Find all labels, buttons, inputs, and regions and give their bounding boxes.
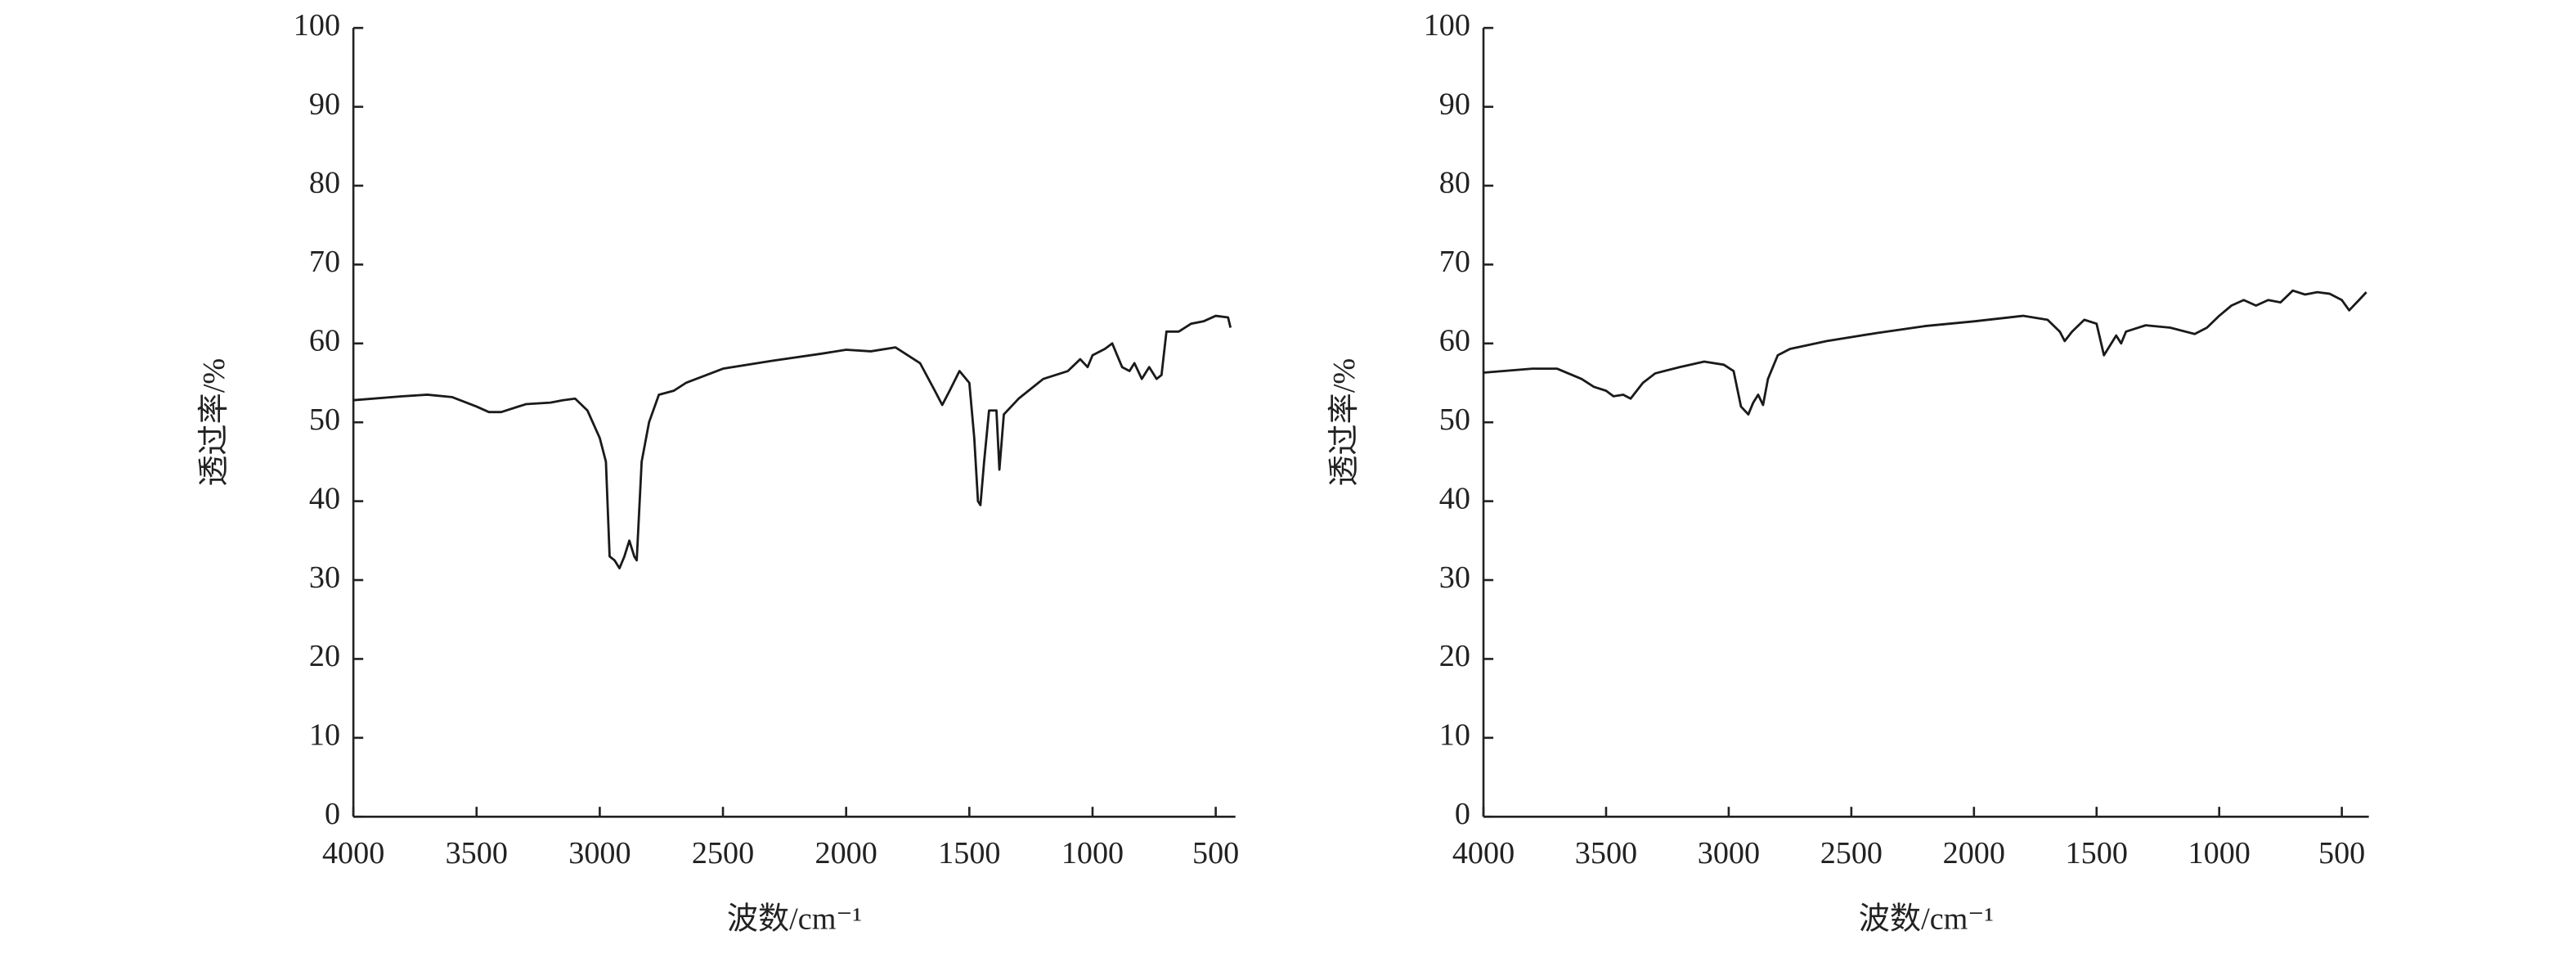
y-tick-label: 50 [309,403,340,437]
x-tick-label: 2500 [1820,836,1883,870]
x-tick-label: 500 [1192,836,1239,870]
x-axis-label: 波数/cm⁻¹ [727,902,862,937]
x-tick-label: 500 [2318,836,2365,870]
y-tick-label: 70 [309,245,340,279]
y-tick-label: 20 [1439,639,1470,673]
x-tick-label: 3000 [1698,836,1760,870]
x-tick-label: 1000 [1061,836,1124,870]
y-tick-label: 80 [1439,166,1470,200]
x-tick-label: 2000 [815,836,877,870]
y-tick-label: 90 [1439,87,1470,121]
y-tick-label: 80 [309,166,340,200]
y-tick-label: 70 [1439,245,1470,279]
plot: 0 10 20 30 40 50 60 70 80 90 100 4000 3500 3000 2500 20… [1326,8,2369,937]
x-tick-label: 3500 [446,836,508,870]
x-tick-label: 1000 [2188,836,2251,870]
y-tick-label: 100 [294,8,340,43]
y-tick-label: 40 [309,481,340,515]
spectrum-line [353,314,1232,569]
y-tick-label: 10 [309,718,340,753]
x-tick-label: 3500 [1575,836,1637,870]
x-tick-label: 4000 [322,836,384,870]
x-tick-label: 1500 [2066,836,2128,870]
y-tick-label: 60 [309,324,340,358]
y-tick-label: 50 [1439,403,1470,437]
y-tick-label: 100 [1424,8,1470,43]
x-tick-label: 3000 [568,836,631,870]
y-axis-label: 透过率/% [196,358,231,487]
y-tick-label: 60 [1439,324,1470,358]
y-tick-label: 10 [1439,718,1470,753]
x-tick-label: 2000 [1943,836,2005,870]
x-tick-label: 4000 [1452,836,1515,870]
y-tick-label: 0 [325,797,340,831]
y-tick-label: 0 [1455,797,1470,831]
y-tick-label: 40 [1439,481,1470,515]
x-tick-label: 2500 [692,836,754,870]
y-axis-label: 透过率/% [1326,358,1362,487]
y-tick-label: 30 [309,560,340,595]
x-tick-label: 1500 [938,836,1000,870]
y-tick-label: 20 [309,639,340,673]
spectrum-line [1483,289,2367,416]
y-tick-label: 30 [1439,560,1470,595]
plot: 0 10 20 30 40 50 60 70 80 90 100 4000 3500 3000 2500 20… [196,8,1239,937]
y-tick-label: 90 [309,87,340,121]
x-axis-label: 波数/cm⁻¹ [1859,902,1994,937]
